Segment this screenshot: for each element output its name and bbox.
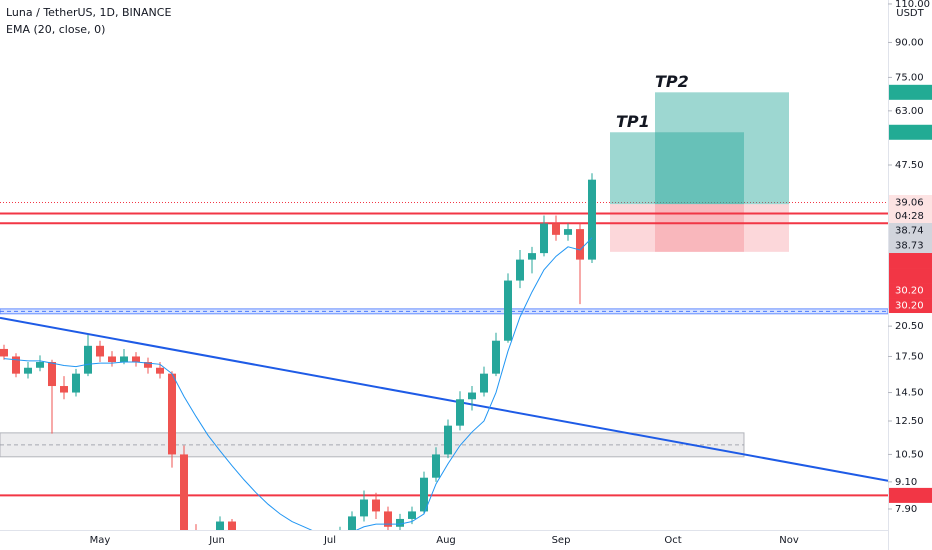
candle-body [72, 373, 80, 393]
y-tick-label: 14.50 [895, 388, 924, 399]
x-tick-label: Oct [664, 535, 681, 546]
y-tick-label: 12.50 [895, 416, 924, 427]
y-tick-label: 20.50 [895, 321, 924, 332]
plot-area: TP1 TP2 [0, 72, 888, 530]
price-label-bg [889, 283, 932, 299]
candle-body [432, 454, 440, 478]
candle-body [540, 223, 548, 254]
profit-zone [655, 92, 789, 205]
loss-zone [610, 204, 744, 252]
y-tick-label: 10.50 [895, 449, 924, 460]
price-label-bg [889, 298, 932, 314]
price-label-bg [889, 195, 932, 224]
price-label-bg [889, 84, 932, 100]
price-label-bg [889, 253, 932, 269]
countdown: 04:28 [895, 211, 924, 222]
candle-body [576, 229, 584, 260]
position-label: TP2 [655, 72, 689, 91]
candle-body [48, 362, 56, 387]
candle-body [168, 373, 176, 455]
candle-body [108, 356, 116, 363]
candle-body [216, 521, 224, 530]
loss-zone [655, 204, 789, 252]
candle-body [528, 253, 536, 260]
y-tick-label: 90.00 [895, 37, 924, 48]
x-tick-label: Jul [323, 535, 336, 546]
candle-body [588, 179, 596, 260]
x-tick-label: Aug [436, 535, 456, 546]
candle-body [348, 516, 356, 530]
price-label-bg [889, 223, 932, 239]
price-axis: 110.00 90.00 75.00 63.00 47.50 20.50 17.50 14.5… [888, 0, 932, 515]
x-tick-label: May [90, 535, 111, 546]
candle-body [504, 280, 512, 341]
candle-body [408, 511, 416, 519]
candle-body [96, 345, 104, 357]
candle-body [0, 348, 8, 357]
y-tick-label: 9.10 [895, 477, 917, 488]
candle-body [24, 367, 32, 374]
price-label-bg [889, 487, 932, 503]
symbol-title: Luna / TetherUS, 1D, BINANCE [6, 6, 171, 19]
indicator-legend: EMA (20, close, 0) [6, 23, 105, 36]
candle-body [468, 392, 476, 400]
candle-body [36, 362, 44, 368]
candle-body [180, 454, 188, 530]
candle-body [480, 373, 488, 393]
candle-body [132, 356, 140, 363]
candle-body [120, 356, 128, 363]
y-tick-label: 63.00 [895, 106, 924, 117]
candle-body [456, 399, 464, 426]
candle-body [420, 477, 428, 512]
candle-body [444, 425, 452, 455]
candle-body [144, 362, 152, 368]
currency: USDT [896, 8, 924, 19]
candle-body [156, 367, 164, 374]
candle-body [492, 340, 500, 374]
x-tick-label: Nov [779, 535, 799, 546]
x-tick-label: Sep [552, 535, 571, 546]
y-tick-label: 110.00 [895, 0, 930, 10]
candle-body [564, 229, 572, 235]
price-label: 38.74 [895, 226, 924, 237]
y-tick-label: 47.50 [895, 160, 924, 171]
candle-body [396, 518, 404, 527]
profit-zone [610, 132, 744, 205]
y-tick-label: 75.00 [895, 72, 924, 83]
y-tick-label: 7.90 [895, 504, 917, 515]
ema-line [3, 237, 593, 530]
price-label-bg [889, 124, 932, 140]
position-label: TP1 [616, 112, 650, 131]
trendline [0, 316, 888, 482]
x-tick-label: Jun [208, 535, 225, 546]
candle-body [384, 511, 392, 527]
candle-body [84, 345, 92, 374]
candle-body [360, 499, 368, 517]
y-tick-label: 17.50 [895, 351, 924, 362]
price-label: 38.73 [895, 241, 924, 252]
price-label-bg [889, 238, 932, 254]
candle-body [372, 499, 380, 512]
price-label: 30.20 [895, 301, 924, 312]
candle-body [228, 521, 236, 530]
price-label-bg [889, 268, 932, 284]
price-label: 30.20 [895, 286, 924, 297]
candle-body [552, 223, 560, 235]
price-label: 39.06 [895, 198, 924, 209]
candle-body [12, 356, 20, 374]
candle-body [60, 386, 68, 393]
candle-body [516, 259, 524, 281]
